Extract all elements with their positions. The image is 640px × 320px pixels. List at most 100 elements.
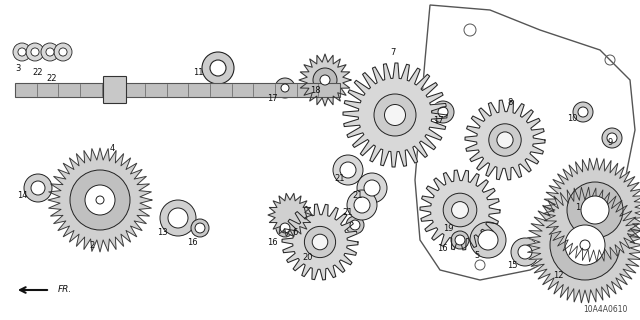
Text: 11: 11 [193, 68, 204, 76]
Circle shape [340, 162, 356, 178]
Text: 22: 22 [33, 68, 44, 76]
Circle shape [581, 196, 609, 224]
Circle shape [364, 180, 380, 196]
Text: 9: 9 [607, 138, 612, 147]
Circle shape [438, 107, 448, 117]
Text: 14: 14 [17, 190, 28, 199]
Text: 10A4A0610: 10A4A0610 [584, 305, 628, 314]
Text: 16: 16 [267, 237, 277, 246]
Circle shape [497, 132, 513, 148]
Text: 15: 15 [507, 260, 517, 269]
Polygon shape [15, 83, 340, 97]
Circle shape [320, 75, 330, 85]
Circle shape [281, 84, 289, 92]
Circle shape [18, 48, 26, 56]
Circle shape [350, 220, 360, 230]
Circle shape [195, 223, 205, 233]
Circle shape [26, 43, 44, 61]
Text: 18: 18 [310, 85, 320, 94]
Polygon shape [543, 158, 640, 262]
Circle shape [478, 230, 498, 250]
Circle shape [280, 223, 290, 233]
Circle shape [305, 227, 335, 258]
Circle shape [518, 245, 532, 259]
Text: 22: 22 [47, 74, 57, 83]
Text: 4: 4 [109, 143, 115, 153]
Text: 8: 8 [508, 98, 513, 107]
Circle shape [455, 235, 465, 245]
Circle shape [470, 222, 506, 258]
Polygon shape [465, 100, 545, 180]
Circle shape [607, 133, 617, 143]
Polygon shape [268, 193, 312, 237]
Circle shape [13, 43, 31, 61]
Circle shape [432, 101, 454, 123]
Circle shape [96, 196, 104, 204]
Circle shape [346, 216, 364, 234]
Circle shape [565, 225, 605, 265]
Text: 21: 21 [343, 207, 353, 217]
Circle shape [85, 185, 115, 215]
Text: 19: 19 [443, 223, 453, 233]
Circle shape [59, 48, 67, 56]
Circle shape [354, 197, 370, 213]
Circle shape [580, 240, 590, 250]
Circle shape [357, 173, 387, 203]
Circle shape [573, 102, 593, 122]
Circle shape [41, 43, 59, 61]
Circle shape [573, 233, 597, 257]
Circle shape [567, 182, 623, 238]
Polygon shape [343, 63, 447, 167]
Circle shape [276, 219, 294, 237]
Text: 6: 6 [292, 228, 298, 236]
Circle shape [313, 68, 337, 92]
Circle shape [452, 202, 468, 219]
Circle shape [24, 174, 52, 202]
Circle shape [489, 124, 521, 156]
Polygon shape [282, 204, 358, 280]
Text: 3: 3 [15, 63, 20, 73]
Text: 17: 17 [267, 93, 277, 102]
Text: 21: 21 [353, 190, 364, 199]
Circle shape [191, 219, 209, 237]
Circle shape [550, 210, 620, 280]
Circle shape [602, 128, 622, 148]
Circle shape [46, 48, 54, 56]
Circle shape [210, 60, 226, 76]
Circle shape [511, 238, 539, 266]
Circle shape [385, 105, 406, 125]
Circle shape [31, 181, 45, 195]
Circle shape [347, 190, 377, 220]
Circle shape [374, 94, 416, 136]
Text: 12: 12 [553, 270, 563, 279]
Polygon shape [48, 148, 152, 252]
Text: 7: 7 [390, 47, 396, 57]
Circle shape [312, 234, 328, 250]
Circle shape [54, 43, 72, 61]
Text: 1: 1 [575, 203, 580, 212]
Circle shape [31, 48, 39, 56]
Text: 21: 21 [335, 173, 345, 182]
Text: 10: 10 [567, 114, 577, 123]
Circle shape [160, 200, 196, 236]
Text: 17: 17 [433, 116, 444, 124]
Circle shape [333, 155, 363, 185]
Circle shape [443, 193, 477, 227]
Text: 13: 13 [157, 228, 167, 236]
Circle shape [70, 170, 130, 230]
Polygon shape [299, 54, 351, 106]
Circle shape [275, 78, 295, 98]
Text: 16: 16 [436, 244, 447, 252]
Polygon shape [420, 170, 500, 250]
Circle shape [578, 107, 588, 117]
Circle shape [202, 52, 234, 84]
Circle shape [168, 208, 188, 228]
Text: 5: 5 [474, 251, 479, 260]
Text: 20: 20 [303, 253, 313, 262]
Circle shape [451, 231, 469, 249]
Polygon shape [527, 187, 640, 303]
Text: 16: 16 [187, 237, 197, 246]
Text: 2: 2 [90, 241, 95, 250]
FancyBboxPatch shape [104, 76, 127, 103]
Text: FR.: FR. [58, 285, 72, 294]
